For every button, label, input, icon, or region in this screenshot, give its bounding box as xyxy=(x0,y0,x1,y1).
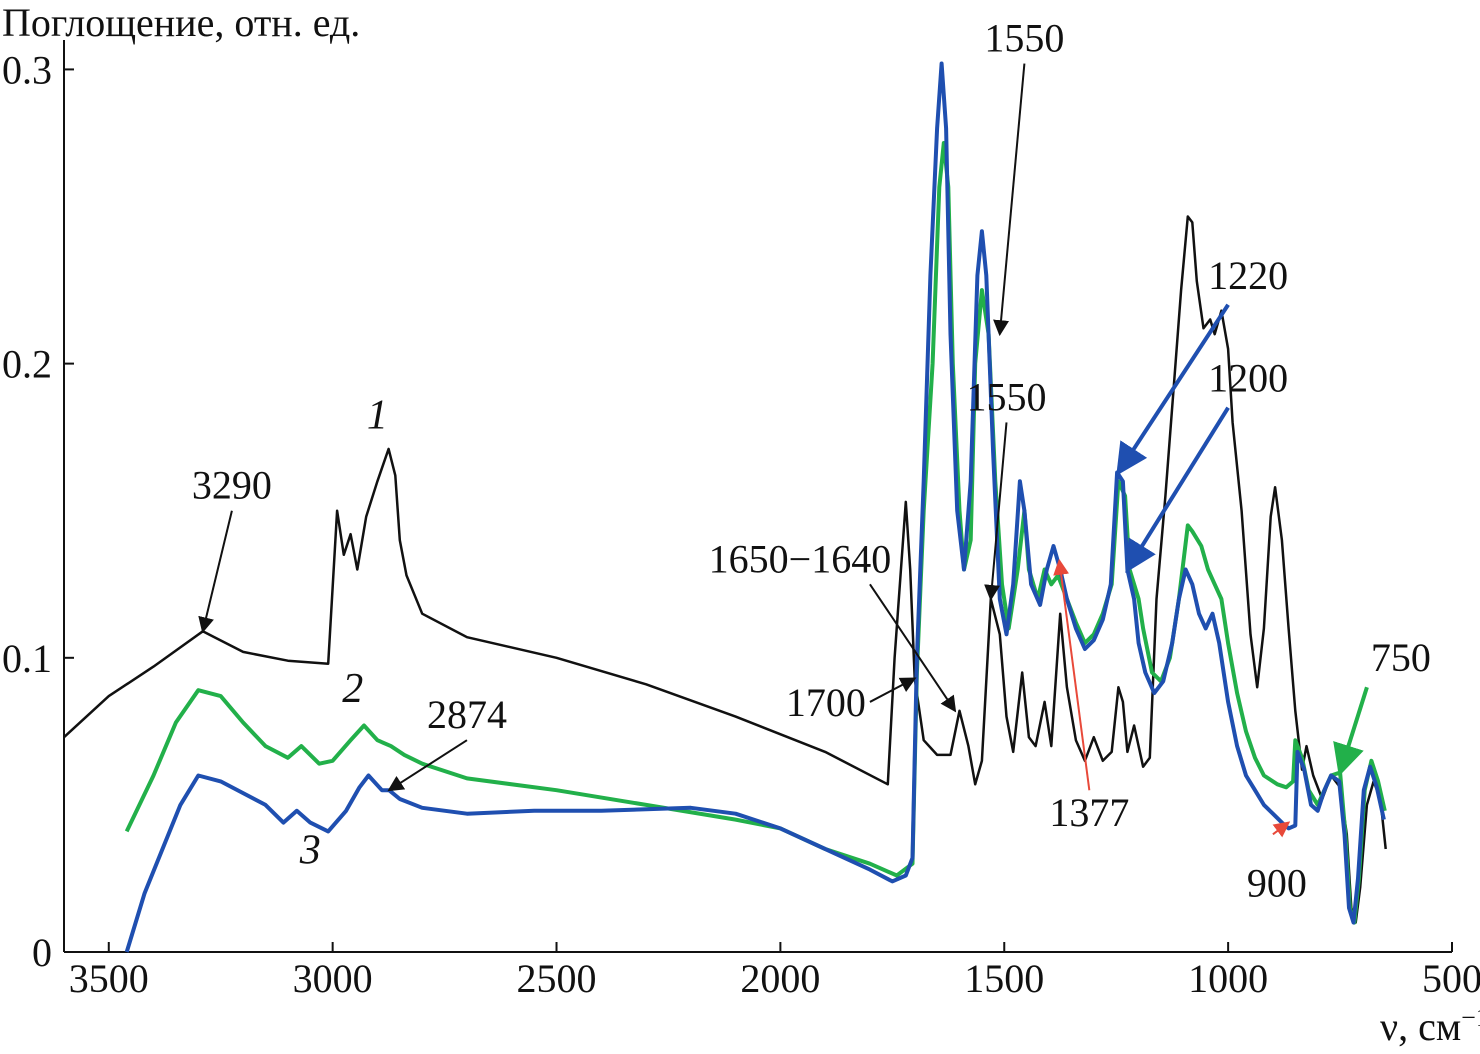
series-line-3 xyxy=(124,61,1386,953)
annotation-arrow xyxy=(1272,821,1291,838)
y-tick-label: 0.2 xyxy=(2,342,52,387)
x-tick-label: 2500 xyxy=(517,956,597,1001)
series-line-2 xyxy=(124,141,1387,925)
annotation-label: 900 xyxy=(1247,860,1307,905)
annotation-arrow xyxy=(869,583,957,713)
x-axis-label: ν, см−1 xyxy=(1380,1003,1480,1049)
x-axis-label-superscript: −1 xyxy=(1461,1003,1480,1032)
x-tick-label: 3000 xyxy=(293,956,373,1001)
y-axis-label: Поглощение, отн. ед. xyxy=(2,0,360,45)
annotation-arrow xyxy=(1116,303,1230,476)
annotation-arrow xyxy=(1125,406,1230,573)
x-tick-label: 1500 xyxy=(964,956,1044,1001)
y-tick-label: 0.1 xyxy=(2,636,52,681)
series-label-2: 2 xyxy=(342,666,363,712)
annotation-label: 1550 xyxy=(966,374,1046,419)
annotation-label: 1220 xyxy=(1208,253,1288,298)
series-label-3: 3 xyxy=(299,828,321,874)
annotation-arrow xyxy=(1333,686,1369,777)
annotation-arrow xyxy=(869,677,917,703)
x-axis-label-main: ν, см xyxy=(1380,1004,1461,1049)
x-tick-label: 2000 xyxy=(740,956,820,1001)
series-label-1: 1 xyxy=(367,392,388,438)
annotation-label: 1700 xyxy=(786,680,866,725)
annotation-label: 1550 xyxy=(984,16,1064,61)
y-tick-label: 0 xyxy=(32,930,52,975)
y-ticks: 0 0.1 0.2 0.3 xyxy=(2,47,74,975)
x-tick-label: 500 xyxy=(1422,956,1480,1001)
series-line-1 xyxy=(63,215,1387,924)
x-ticks: 3500 3000 2500 2000 1500 1000 500 xyxy=(69,942,1480,1001)
series-layer xyxy=(63,61,1387,953)
annotation-arrow xyxy=(1053,558,1091,791)
series-label-layer: 1 2 3 xyxy=(299,392,388,873)
x-tick-label: 3500 xyxy=(69,956,149,1001)
annotation-label: 2874 xyxy=(427,692,507,737)
annotation-arrow xyxy=(198,510,233,634)
annotation-layer: 3290 2874 1700 1650−1640 1550 1550 1377 1220 120… xyxy=(192,16,1431,906)
y-tick-label: 0.3 xyxy=(2,47,52,92)
annotation-arrow xyxy=(993,63,1026,337)
annotation-label: 750 xyxy=(1371,635,1431,680)
x-tick-label: 1000 xyxy=(1188,956,1268,1001)
annotation-label: 1650−1640 xyxy=(709,536,892,581)
annotation-arrow xyxy=(387,739,468,792)
annotation-label: 1200 xyxy=(1208,356,1288,401)
annotation-label: 1377 xyxy=(1049,790,1129,835)
annotation-arrow xyxy=(984,422,1008,601)
annotation-label: 3290 xyxy=(192,463,272,508)
